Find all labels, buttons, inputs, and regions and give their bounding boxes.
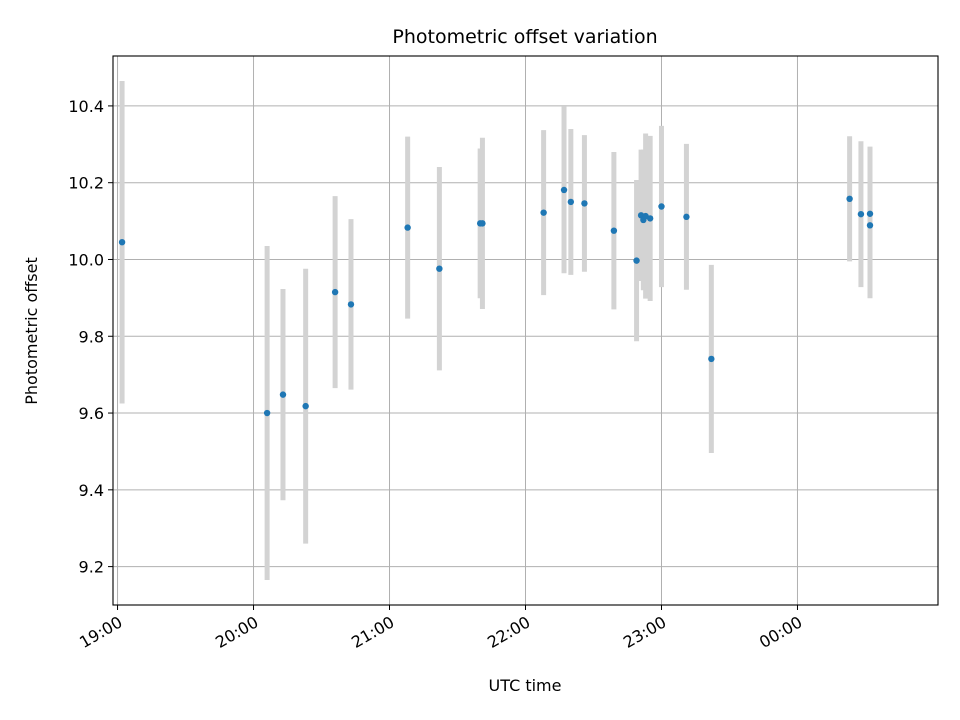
data-point (581, 200, 588, 207)
grid-lines (113, 56, 938, 605)
data-point (302, 402, 309, 410)
y-tick-label: 10.2 (68, 174, 104, 193)
data-point (347, 301, 355, 308)
data-point (633, 257, 640, 264)
data-point (540, 209, 547, 216)
x-axis-ticks: 19:00 20:00 21:00 22:00 23:00 00:00 (76, 605, 805, 652)
x-tick-label: 19:00 (76, 612, 125, 652)
data-point (857, 210, 865, 218)
data-point (610, 227, 618, 234)
x-tick-label: 21:00 (348, 612, 397, 652)
y-axis-label: Photometric offset (22, 257, 41, 405)
data-point (436, 265, 443, 272)
data-point (646, 215, 654, 222)
y-tick-label: 10.4 (68, 97, 104, 116)
y-tick-label: 10.0 (68, 250, 104, 269)
y-axis-ticks: 9.2 9.4 9.6 9.8 10.0 10.2 10.4 (68, 97, 113, 577)
x-tick-label: 20:00 (212, 612, 261, 652)
data-point (567, 198, 575, 206)
chart-title: Photometric offset variation (392, 26, 657, 48)
data-point (866, 210, 874, 217)
data-point (263, 409, 271, 417)
y-tick-label: 9.4 (79, 481, 104, 500)
error-bars (119, 80, 873, 581)
x-tick-label: 22:00 (484, 612, 533, 652)
y-tick-label: 9.6 (79, 404, 104, 423)
data-point (479, 220, 486, 227)
y-tick-label: 9.8 (79, 327, 104, 346)
data-point (404, 224, 411, 231)
data-point (279, 391, 287, 398)
x-tick-label: 00:00 (756, 612, 805, 652)
data-point (683, 213, 690, 221)
data-point (331, 288, 339, 296)
data-point (846, 195, 853, 203)
x-axis-label: UTC time (489, 676, 562, 695)
data-points (118, 186, 874, 417)
y-tick-label: 9.2 (79, 558, 104, 577)
data-point (118, 238, 126, 246)
data-point (866, 222, 874, 229)
data-point (560, 186, 568, 194)
data-point (658, 203, 665, 210)
data-point (708, 355, 715, 363)
x-tick-label: 23:00 (620, 612, 669, 652)
